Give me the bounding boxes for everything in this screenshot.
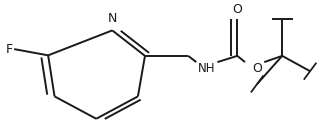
Text: O: O [232,3,242,16]
Text: O: O [252,62,262,75]
Text: F: F [5,43,13,56]
Text: NH: NH [198,62,216,75]
Text: N: N [108,12,117,25]
